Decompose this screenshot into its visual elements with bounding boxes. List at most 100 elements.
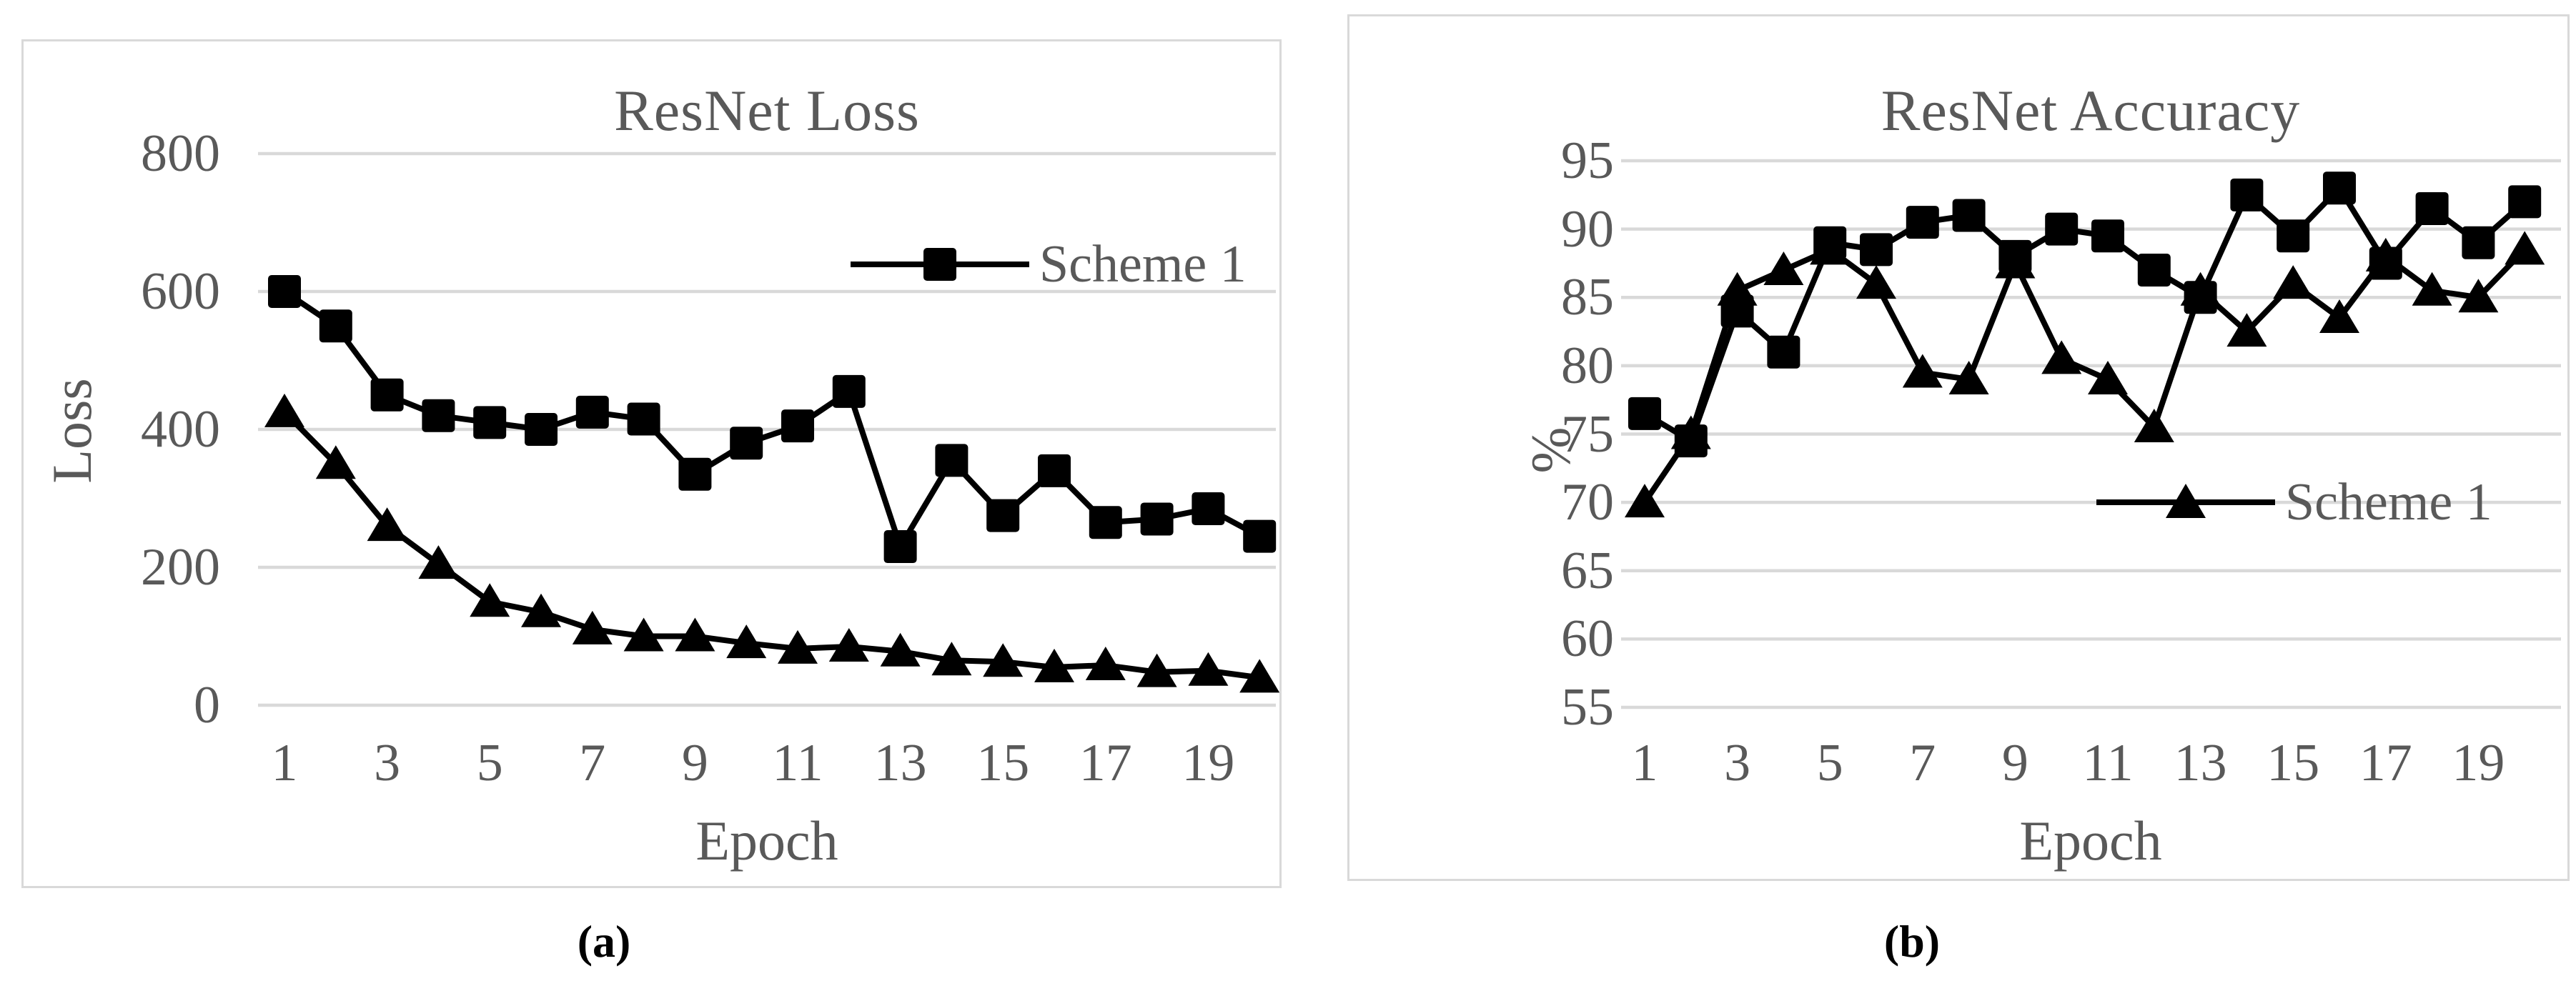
- square-data-marker: [1628, 397, 1661, 430]
- y-tick-label: 70: [1561, 473, 1614, 532]
- triangle-data-marker: [1763, 252, 1804, 285]
- triangle-data-marker: [2273, 265, 2314, 299]
- chart-panel-accuracy: ResNet Accuracy % Scheme 1 Epoch 95 90 85 8…: [1347, 14, 2570, 881]
- x-tick-label: 1: [1631, 734, 1658, 792]
- square-data-marker: [935, 444, 969, 477]
- square-data-marker: [1906, 206, 1939, 239]
- triangle-data-marker: [1188, 652, 1229, 686]
- triangle-data-marker: [418, 545, 459, 579]
- square-data-marker: [883, 530, 917, 564]
- subfigure-caption-a: (a): [577, 916, 631, 967]
- x-tick-label: 15: [2267, 734, 2320, 792]
- x-tick-label: 7: [579, 734, 606, 792]
- x-tick-label: 19: [2452, 734, 2505, 792]
- y-axis-label-loss: Loss: [41, 378, 103, 484]
- square-data-marker: [2369, 246, 2402, 280]
- square-data-marker: [678, 457, 712, 491]
- triangle-data-marker: [931, 642, 972, 676]
- x-tick-label: 15: [976, 734, 1030, 792]
- x-tick-label: 17: [2359, 734, 2412, 792]
- accuracy-line-chart: [1621, 159, 2561, 709]
- square-data-marker: [1720, 294, 1754, 328]
- x-tick-label: 13: [873, 734, 927, 792]
- x-tick-label: 13: [2174, 734, 2227, 792]
- square-data-marker: [525, 413, 558, 446]
- square-data-marker: [2137, 254, 2171, 287]
- y-tick-label: 85: [1561, 268, 1614, 327]
- triangle-data-marker: [1856, 265, 1896, 299]
- triangle-data-marker: [778, 629, 818, 664]
- series-line-triangle: [1642, 246, 2528, 506]
- x-tick-label: 3: [374, 734, 401, 792]
- chart-panel-loss: ResNet Loss Loss Scheme 1 Epoch 800 600 40…: [21, 39, 1282, 888]
- series-line-square: [1642, 185, 2528, 444]
- triangle-data-marker: [2412, 272, 2452, 306]
- square-data-marker: [1813, 226, 1847, 259]
- square-data-marker: [1140, 502, 1174, 536]
- square-data-marker: [2462, 226, 2495, 259]
- triangle-data-marker: [726, 624, 767, 659]
- x-tick-label: 19: [1182, 734, 1235, 792]
- triangle-data-marker: [315, 445, 356, 479]
- x-axis-label-accuracy: Epoch: [2019, 810, 2162, 872]
- legend-label-loss: Scheme 1: [1039, 235, 1247, 294]
- square-data-marker: [1192, 492, 1225, 525]
- triangle-data-marker: [1902, 354, 1943, 388]
- triangle-data-marker: [2319, 299, 2359, 333]
- y-tick-label: 60: [1561, 609, 1614, 669]
- square-data-marker: [268, 275, 301, 308]
- triangle-data-marker: [880, 632, 921, 667]
- x-tick-label: 1: [271, 734, 298, 792]
- square-data-marker: [1038, 454, 1071, 487]
- square-data-marker: [1860, 233, 1893, 267]
- square-data-marker: [473, 406, 507, 439]
- square-data-marker: [2323, 171, 2356, 205]
- square-data-marker: [1952, 199, 1986, 232]
- square-data-marker: [1089, 506, 1122, 539]
- x-tick-label: 9: [2001, 734, 2028, 792]
- y-tick-label: 95: [1561, 131, 1614, 190]
- y-tick-label: 0: [194, 676, 220, 734]
- square-data-marker: [2415, 191, 2449, 225]
- square-data-marker: [1998, 239, 2032, 273]
- square-data-marker: [370, 378, 404, 412]
- chart-title-accuracy: ResNet Accuracy: [1881, 78, 2301, 143]
- legend-loss: Scheme 1: [851, 235, 1247, 294]
- legend-triangle-marker-icon: [2096, 484, 2275, 518]
- series-line-triangle: [282, 409, 1263, 681]
- x-tick-label: 11: [772, 734, 823, 792]
- triangle-data-marker: [2088, 361, 2128, 394]
- triangle-data-marker: [2134, 408, 2174, 442]
- square-data-marker: [730, 427, 763, 460]
- y-tick-label: 200: [141, 538, 220, 597]
- x-tick-label: 5: [1816, 734, 1843, 792]
- square-data-marker: [2045, 212, 2079, 246]
- y-tick-label: 65: [1561, 541, 1614, 600]
- triangle-data-marker: [521, 593, 561, 627]
- triangle-data-marker: [2226, 313, 2267, 347]
- square-data-marker: [781, 409, 814, 443]
- square-data-marker: [2508, 185, 2542, 219]
- square-data-marker: [422, 399, 455, 432]
- triangle-data-marker: [2041, 340, 2082, 374]
- triangle-data-marker: [675, 617, 715, 652]
- x-tick-label: 17: [1079, 734, 1132, 792]
- square-data-marker: [832, 374, 866, 408]
- square-data-marker: [2091, 219, 2124, 253]
- legend-square-marker-icon: [851, 248, 1029, 281]
- square-data-marker: [2277, 219, 2310, 253]
- square-data-marker: [1243, 519, 1277, 553]
- y-tick-label: 80: [1561, 336, 1614, 395]
- y-tick-label: 90: [1561, 199, 1614, 259]
- square-data-marker: [2184, 281, 2217, 314]
- triangle-data-marker: [572, 610, 613, 644]
- triangle-data-marker: [1625, 484, 1665, 518]
- triangle-data-marker: [367, 507, 407, 542]
- y-tick-label: 800: [141, 124, 220, 183]
- legend-accuracy: Scheme 1: [2096, 476, 2492, 529]
- y-tick-label: 75: [1561, 404, 1614, 464]
- x-tick-label: 7: [1909, 734, 1936, 792]
- x-tick-label: 9: [681, 734, 708, 792]
- y-tick-label: 400: [141, 400, 220, 459]
